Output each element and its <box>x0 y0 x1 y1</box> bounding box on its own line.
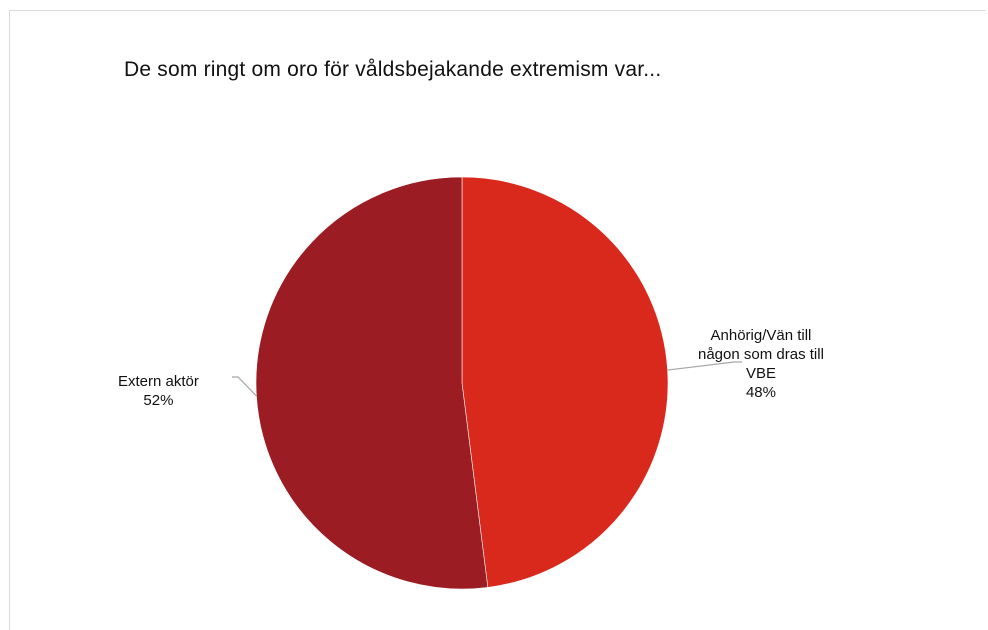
slice-label-anhorig: Anhörig/Vän till någon som dras till VBE… <box>698 326 824 402</box>
slice-value-label: 52% <box>143 392 174 409</box>
slice-label-line: Anhörig/Vän till <box>710 327 812 344</box>
slice-label-extern-aktor: Extern aktör 52% <box>118 372 199 410</box>
chart-title: De som ringt om oro för våldsbejakande e… <box>124 58 662 81</box>
chart-frame <box>9 10 986 630</box>
leader-line-1 <box>232 376 257 397</box>
leader-line-0 <box>667 361 742 371</box>
pie-slice-0 <box>461 176 669 588</box>
slice-label-line: VBE <box>745 365 776 382</box>
leader-lines <box>232 361 742 397</box>
pie-slices <box>255 176 669 590</box>
pie-slice-1 <box>255 176 489 590</box>
slice-value-label: 48% <box>745 384 776 401</box>
slice-label-line: Extern aktör <box>118 373 199 390</box>
slice-label-line: någon som dras till <box>698 346 824 363</box>
